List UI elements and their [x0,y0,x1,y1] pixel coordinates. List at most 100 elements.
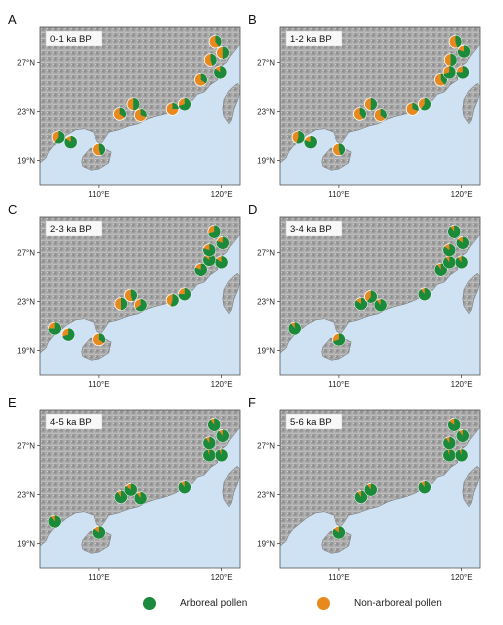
period-label-box [285,413,343,430]
period-text: 5-6 ka BP [290,417,332,428]
legend-label-arboreal: Arboreal pollen [180,597,248,609]
arboreal-slice [203,449,216,462]
y-tick-label: 19°N [17,540,35,549]
site-pie [373,108,388,122]
site-pie [213,65,228,80]
period-label: 2-3 ka BP [45,220,103,237]
site-pie [202,436,217,450]
panel-letter: C [8,202,17,217]
site-pie [207,224,221,239]
site-pie [48,514,62,529]
arboreal-slice [170,293,179,307]
site-pie [92,525,106,540]
period-label-box [285,30,343,47]
site-pie [448,34,463,49]
site-pie [288,321,302,336]
y-tick-label: 23°N [257,491,275,500]
site-pie [332,332,346,347]
arboreal-slice [114,490,128,504]
period-text: 2-3 ka BP [50,224,92,235]
arboreal-slice [296,130,305,144]
site-pie [353,107,367,121]
arboreal-slice [64,135,77,149]
arboreal-slice [48,322,62,335]
map-frame [279,409,481,569]
panel-letter: A [8,12,17,27]
site-pie [354,297,368,311]
period-label: 1-2 ka BP [285,30,343,47]
site-pie [454,448,469,463]
y-tick-label: 23°N [257,298,275,307]
arboreal-slice [98,143,106,156]
arboreal-slice [215,35,222,47]
site-pie [61,327,75,342]
arboreal-slice [178,97,192,111]
y-tick-label: 19°N [17,347,35,356]
x-tick-label: 110°E [88,380,109,389]
site-pie [133,491,148,505]
arboreal-slice [380,108,387,119]
site-pie [113,107,127,121]
y-tick-label: 27°N [17,59,35,68]
x-tick-label: 110°E [328,190,349,199]
arboreal-slice [134,491,147,505]
arboreal-slice [215,256,228,269]
site-pie [207,417,221,432]
map-frame [279,216,481,376]
arboreal-slice [207,418,221,431]
legend-label-non-arboreal: Non-arboreal pollen [354,597,442,609]
site-pie [202,448,217,463]
site-pie [165,293,180,307]
site-pie [194,72,208,87]
arboreal-slice [367,290,378,303]
site-pie [442,243,457,257]
arboreal-slice [455,449,468,462]
site-pie [92,142,106,157]
arboreal-slice [172,102,179,110]
arboreal-slice [354,490,368,504]
map-frame [39,409,241,569]
arboreal-slice [456,429,470,443]
map-frame [39,216,241,376]
arboreal-slice [124,483,138,496]
y-tick-label: 23°N [257,108,275,117]
y-tick-label: 27°N [17,442,35,451]
y-tick-label: 23°N [17,491,35,500]
arboreal-slice [370,97,378,111]
taiwan-island [222,82,240,125]
site-pie [133,298,148,312]
period-text: 0-1 ka BP [50,34,92,45]
x-tick-label: 110°E [328,380,349,389]
map-area [40,27,240,185]
site-pie [303,135,318,149]
arboreal-slice [450,53,457,67]
x-tick-label: 120°E [211,380,233,389]
arboreal-slice [304,135,317,149]
site-pie [418,97,432,111]
site-pie [216,429,230,443]
site-pie [405,102,420,116]
period-label: 0-1 ka BP [45,30,103,47]
site-pie [178,287,192,301]
taiwan-island [222,272,240,315]
arboreal-slice [203,243,216,257]
x-tick-label: 110°E [88,190,109,199]
site-pie [51,130,66,144]
map-panel-e: 4-5 ka BP E 27°N 23°N 19°N 110°E 120°E [8,395,241,582]
legend-item-arboreal: Arboreal pollen [143,592,247,614]
arboreal-slice [216,236,230,250]
site-pie [373,298,388,312]
site-pie [456,65,470,80]
arboreal-slice [457,45,471,58]
arboreal-slice [338,143,346,156]
site-pie [456,429,470,443]
arboreal-slice [203,253,216,267]
site-pie [291,130,306,144]
arboreal-slice [421,97,432,111]
arboreal-slice [98,333,106,344]
site-pie [114,297,128,311]
arboreal-slice [364,483,378,496]
site-pie [442,255,457,270]
site-pie [124,288,138,303]
taiwan-island [462,272,480,315]
